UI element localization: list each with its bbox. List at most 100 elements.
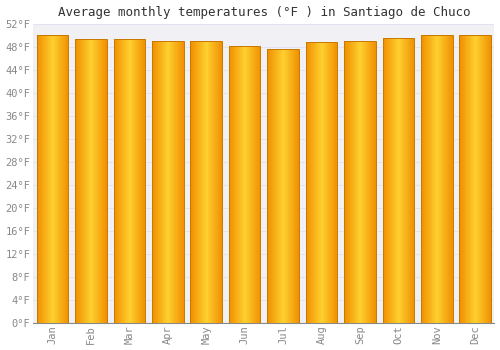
Bar	[323, 42, 324, 323]
Bar	[315, 42, 316, 323]
Bar	[363, 41, 364, 323]
Bar	[79, 40, 80, 323]
Bar	[175, 41, 176, 323]
Bar	[410, 38, 411, 323]
Bar	[163, 41, 164, 323]
Bar	[254, 46, 255, 323]
Bar	[472, 35, 474, 323]
Bar	[86, 40, 87, 323]
Title: Average monthly temperatures (°F ) in Santiago de Chuco: Average monthly temperatures (°F ) in Sa…	[58, 6, 470, 19]
Bar	[129, 40, 130, 323]
Bar	[433, 35, 434, 323]
Bar	[283, 49, 284, 323]
Bar	[75, 40, 106, 323]
Bar	[422, 35, 423, 323]
Bar	[401, 38, 402, 323]
Bar	[478, 35, 479, 323]
Bar	[81, 40, 82, 323]
Bar	[273, 49, 274, 323]
Bar	[438, 35, 440, 323]
Bar	[157, 41, 158, 323]
Bar	[67, 35, 68, 323]
Bar	[321, 42, 322, 323]
Bar	[62, 35, 64, 323]
Bar	[144, 40, 145, 323]
Bar	[162, 41, 163, 323]
Bar	[443, 35, 444, 323]
Bar	[126, 40, 127, 323]
Bar	[474, 35, 475, 323]
Bar	[92, 40, 93, 323]
Bar	[354, 41, 355, 323]
Bar	[176, 41, 178, 323]
Bar	[82, 40, 83, 323]
Bar	[90, 40, 91, 323]
Bar	[197, 41, 198, 323]
Bar	[329, 42, 330, 323]
Bar	[220, 41, 222, 323]
Bar	[41, 35, 42, 323]
Bar	[306, 42, 338, 323]
Bar	[475, 35, 476, 323]
Bar	[256, 46, 258, 323]
Bar	[247, 46, 248, 323]
Bar	[219, 41, 220, 323]
Bar	[486, 35, 487, 323]
Bar	[270, 49, 271, 323]
Bar	[161, 41, 162, 323]
Bar	[367, 41, 368, 323]
Bar	[272, 49, 273, 323]
Bar	[403, 38, 404, 323]
Bar	[195, 41, 196, 323]
Bar	[268, 49, 299, 323]
Bar	[102, 40, 103, 323]
Bar	[297, 49, 298, 323]
Bar	[441, 35, 442, 323]
Bar	[181, 41, 182, 323]
Bar	[230, 46, 231, 323]
Bar	[217, 41, 218, 323]
Bar	[140, 40, 141, 323]
Bar	[318, 42, 319, 323]
Bar	[98, 40, 99, 323]
Bar	[207, 41, 208, 323]
Bar	[399, 38, 400, 323]
Bar	[426, 35, 428, 323]
Bar	[243, 46, 244, 323]
Bar	[489, 35, 490, 323]
Bar	[448, 35, 449, 323]
Bar	[66, 35, 67, 323]
Bar	[105, 40, 106, 323]
Bar	[332, 42, 333, 323]
Bar	[435, 35, 436, 323]
Bar	[365, 41, 366, 323]
Bar	[280, 49, 281, 323]
Bar	[213, 41, 214, 323]
Bar	[398, 38, 399, 323]
Bar	[183, 41, 184, 323]
Bar	[259, 46, 260, 323]
Bar	[239, 46, 240, 323]
Bar	[255, 46, 256, 323]
Bar	[89, 40, 90, 323]
Bar	[477, 35, 478, 323]
Bar	[307, 42, 308, 323]
Bar	[253, 46, 254, 323]
Bar	[476, 35, 477, 323]
Bar	[214, 41, 215, 323]
Bar	[375, 41, 376, 323]
Bar	[442, 35, 443, 323]
Bar	[240, 46, 241, 323]
Bar	[88, 40, 89, 323]
Bar	[320, 42, 321, 323]
Bar	[395, 38, 396, 323]
Bar	[460, 35, 462, 323]
Bar	[397, 38, 398, 323]
Bar	[115, 40, 116, 323]
Bar	[400, 38, 401, 323]
Bar	[156, 41, 157, 323]
Bar	[47, 35, 48, 323]
Bar	[384, 38, 385, 323]
Bar	[64, 35, 65, 323]
Bar	[158, 41, 159, 323]
